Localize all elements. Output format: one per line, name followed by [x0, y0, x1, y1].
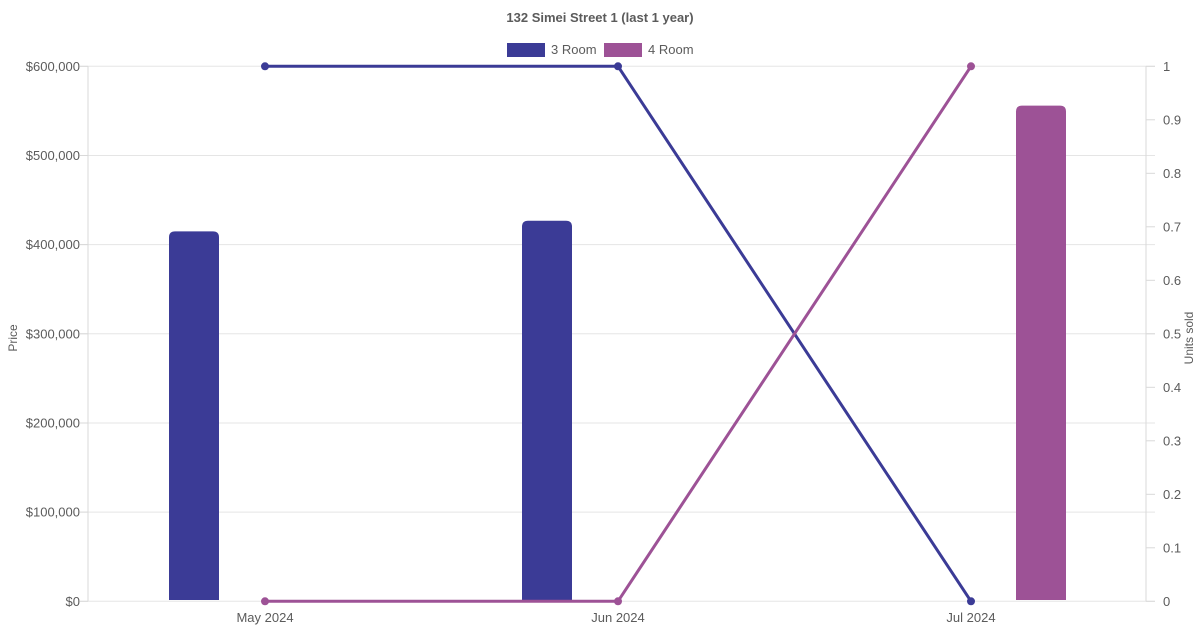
svg-text:0.5: 0.5 — [1163, 326, 1181, 341]
svg-text:1: 1 — [1163, 59, 1170, 74]
svg-text:Jul 2024: Jul 2024 — [946, 610, 995, 625]
svg-text:0.7: 0.7 — [1163, 219, 1181, 234]
svg-text:0: 0 — [1163, 594, 1170, 609]
svg-text:$400,000: $400,000 — [26, 237, 80, 252]
svg-text:0.1: 0.1 — [1163, 540, 1181, 555]
svg-text:$500,000: $500,000 — [26, 148, 80, 163]
svg-text:0.4: 0.4 — [1163, 380, 1181, 395]
svg-text:0.8: 0.8 — [1163, 166, 1181, 181]
svg-text:$100,000: $100,000 — [26, 505, 80, 520]
svg-text:0.2: 0.2 — [1163, 487, 1181, 502]
svg-text:Jun 2024: Jun 2024 — [591, 610, 645, 625]
svg-text:May 2024: May 2024 — [236, 610, 293, 625]
svg-text:0.3: 0.3 — [1163, 433, 1181, 448]
svg-text:$200,000: $200,000 — [26, 416, 80, 431]
svg-text:$600,000: $600,000 — [26, 59, 80, 74]
svg-text:$300,000: $300,000 — [26, 326, 80, 341]
svg-text:$0: $0 — [66, 594, 80, 609]
svg-text:0.9: 0.9 — [1163, 112, 1181, 127]
svg-text:0.6: 0.6 — [1163, 273, 1181, 288]
